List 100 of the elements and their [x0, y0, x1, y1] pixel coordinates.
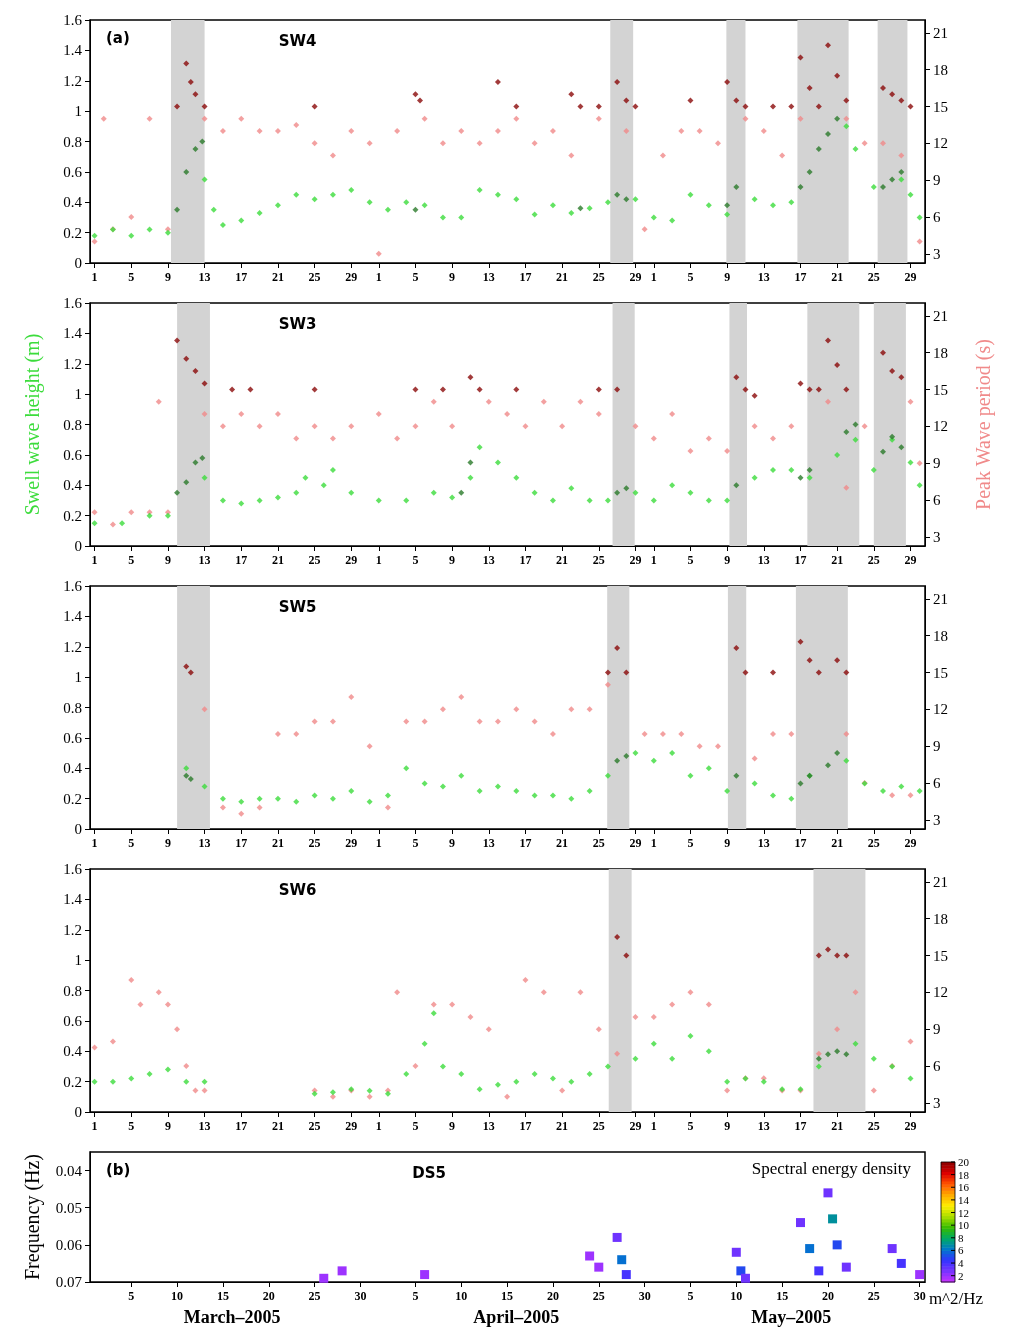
x-tick-label: 5 [128, 270, 135, 284]
y-tick-label: 0.6 [63, 163, 83, 180]
x-tick-label: 29 [345, 836, 358, 850]
color-bar-label: 12 [958, 1206, 969, 1219]
x-tick-label: 15 [501, 1289, 514, 1303]
y-tick-label: 0.2 [63, 507, 82, 524]
x-tick-label: 9 [724, 553, 731, 567]
y-tick-label: 1.2 [63, 921, 82, 938]
text: May–2005 [751, 1307, 832, 1327]
x-tick-label: 13 [757, 1119, 770, 1133]
x-tick-label: 9 [164, 270, 171, 284]
x-tick-label: 21 [271, 270, 284, 284]
x-tick-label: 5 [128, 553, 135, 567]
y2-tick-label: 18 [933, 627, 948, 644]
y-tick-label: 0.2 [63, 790, 82, 807]
x-tick-label: 9 [449, 553, 456, 567]
x-tick-label: 29 [904, 836, 917, 850]
y-tick-label: 0.05 [55, 1199, 82, 1216]
x-tick-label: 5 [128, 1289, 135, 1303]
color-bar-label: 2 [958, 1269, 964, 1282]
color-bar-label: 8 [958, 1231, 964, 1244]
y-tick-label: 0.4 [63, 477, 83, 494]
x-tick-label: 25 [308, 270, 321, 284]
y2-tick-label: 3 [933, 528, 941, 545]
y-tick-label: 1.2 [63, 72, 82, 89]
y2-tick-label: 6 [933, 1057, 941, 1074]
x-tick-label: 1 [91, 836, 98, 850]
color-bar-label: 20 [958, 1156, 970, 1168]
x-tick-label: 20 [546, 1289, 559, 1303]
y-tick-label: 1 [74, 386, 82, 403]
y2-tick-label: 6 [933, 774, 941, 791]
color-bar-label: 10 [958, 1219, 970, 1232]
x-tick-label: 21 [556, 836, 569, 850]
y-tick-label: 0.04 [55, 1162, 83, 1179]
x-tick-label: 1 [375, 270, 382, 284]
x-tick-label: 10 [455, 1289, 468, 1303]
y-tick-label: 0.4 [63, 194, 83, 211]
x-tick-label: 13 [757, 836, 770, 850]
text: April–2005 [473, 1307, 560, 1327]
x-tick-label: 25 [867, 836, 880, 850]
y-axis-title: Frequency (Hz) [21, 1153, 44, 1281]
text: March–2005 [183, 1307, 281, 1327]
x-tick-label: 17 [235, 553, 248, 567]
x-tick-label: 9 [449, 1119, 456, 1133]
x-tick-label: 13 [482, 1119, 495, 1133]
y2-tick-label: 15 [933, 381, 948, 398]
x-tick-label: 17 [519, 836, 532, 850]
x-tick-label: 1 [91, 553, 98, 567]
x-tick-label: 25 [867, 1289, 880, 1303]
x-tick-label: 1 [375, 836, 382, 850]
x-tick-label: 13 [198, 553, 211, 567]
y-tick-label: 1.4 [63, 608, 83, 625]
x-tick-label: 17 [235, 1119, 248, 1133]
x-tick-label: 29 [629, 836, 642, 850]
x-tick-label: 20 [262, 1289, 275, 1303]
x-tick-label: 25 [592, 836, 605, 850]
y-tick-label: 1.6 [63, 295, 83, 311]
x-tick-label: 5 [687, 836, 694, 850]
x-tick-label: 25 [592, 553, 605, 567]
y-tick-label: 1.4 [63, 891, 83, 908]
x-tick-label: 5 [412, 1119, 419, 1133]
y2-tick-label: 9 [933, 172, 941, 189]
y-tick-label: 0.8 [63, 133, 82, 150]
x-tick-label: 29 [904, 1119, 917, 1133]
y2-tick-label: 9 [933, 1021, 941, 1038]
y-tick-label: 0 [74, 538, 82, 554]
x-tick-label: 17 [794, 1119, 807, 1133]
y2-tick-label: 15 [933, 947, 948, 964]
x-tick-label: 1 [650, 1119, 657, 1133]
x-tick-label: 29 [904, 553, 917, 567]
y-tick-label: 0.8 [63, 982, 82, 999]
color-bar-title: m^2/Hz [928, 1289, 984, 1308]
x-tick-label: 29 [629, 270, 642, 284]
x-tick-label: 21 [556, 553, 569, 567]
x-tick-label: 5 [128, 1119, 135, 1133]
y2-tick-label: 12 [933, 418, 948, 435]
y-tick-label: 0.8 [63, 699, 82, 716]
x-tick-label: 29 [345, 553, 358, 567]
color-bar-label: 14 [958, 1193, 970, 1206]
y2-tick-label: 15 [933, 664, 948, 681]
x-tick-label: 9 [449, 270, 456, 284]
color-bar-label: 6 [958, 1244, 964, 1257]
y-tick-label: 1.6 [63, 12, 83, 28]
x-tick-label: 30 [354, 1289, 367, 1303]
x-tick-label: 5 [412, 553, 419, 567]
x-tick-label: 21 [271, 553, 284, 567]
x-tick-label: 13 [198, 270, 211, 284]
x-tick-label: 1 [91, 1119, 98, 1133]
x-tick-label: 13 [482, 553, 495, 567]
x-tick-label: 5 [687, 553, 694, 567]
x-tick-label: 29 [345, 1119, 358, 1133]
text: DS5 [412, 1163, 446, 1182]
x-tick-label: 21 [556, 1119, 569, 1133]
x-tick-label: 9 [449, 836, 456, 850]
x-tick-label: 21 [556, 270, 569, 284]
x-tick-label: 15 [216, 1289, 229, 1303]
y2-tick-label: 18 [933, 344, 948, 361]
y2-tick-label: 21 [933, 307, 948, 324]
y-tick-label: 1 [74, 669, 82, 686]
y-tick-label: 1.4 [63, 42, 83, 59]
